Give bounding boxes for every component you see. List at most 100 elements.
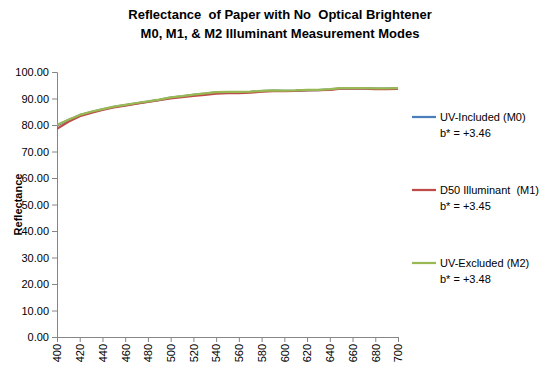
x-tick-label: 440 bbox=[97, 344, 109, 362]
chart: Reflectance of Paper with No Optical Bri… bbox=[0, 0, 558, 370]
x-tick-label: 460 bbox=[120, 344, 132, 362]
y-tick-label: 70.00 bbox=[21, 146, 49, 158]
x-tick-label: 500 bbox=[165, 344, 177, 362]
x-tick-mark bbox=[375, 337, 376, 342]
x-tick: 480 bbox=[142, 337, 154, 362]
legend-note: b* = +3.46 bbox=[440, 127, 491, 139]
y-tick-label: 40.00 bbox=[21, 225, 49, 237]
x-tick-mark bbox=[193, 337, 194, 342]
x-tick-label: 680 bbox=[370, 344, 382, 362]
y-tick: 60.00 bbox=[21, 172, 57, 184]
y-tick-mark bbox=[52, 231, 57, 232]
x-tick: 420 bbox=[74, 337, 86, 362]
x-tick: 640 bbox=[324, 337, 336, 362]
x-tick-mark bbox=[262, 337, 263, 342]
y-tick-label: 50.00 bbox=[21, 199, 49, 211]
y-tick: 100.00 bbox=[15, 66, 57, 78]
x-tick-mark bbox=[239, 337, 240, 342]
x-tick: 700 bbox=[392, 337, 404, 362]
y-tick-mark bbox=[52, 99, 57, 100]
x-tick-mark bbox=[307, 337, 308, 342]
plot-area: 0.00 10.00 20.00 30.00 40.00 50.00 60.00 70.00 8… bbox=[15, 66, 404, 362]
y-tick: 20.00 bbox=[21, 278, 57, 290]
x-tick-label: 420 bbox=[74, 344, 86, 362]
legend-note: b* = +3.48 bbox=[440, 273, 491, 285]
y-tick: 50.00 bbox=[21, 199, 57, 211]
x-tick-mark bbox=[398, 337, 399, 342]
series-line bbox=[57, 88, 398, 128]
x-tick: 560 bbox=[233, 337, 245, 362]
title: Reflectance of Paper with No Optical Bri… bbox=[128, 7, 431, 22]
x-tick-label: 700 bbox=[392, 344, 404, 362]
x-tick: 680 bbox=[370, 337, 382, 362]
x-tick-label: 620 bbox=[301, 344, 313, 362]
y-tick: 10.00 bbox=[21, 305, 57, 317]
x-tick: 600 bbox=[279, 337, 291, 362]
series-line bbox=[57, 88, 398, 125]
series-group bbox=[57, 88, 398, 129]
x-tick: 520 bbox=[188, 337, 200, 362]
x-tick-label: 580 bbox=[256, 344, 268, 362]
x-tick-mark bbox=[125, 337, 126, 342]
x-tick: 400 bbox=[51, 337, 63, 362]
y-tick-mark bbox=[52, 152, 57, 153]
legend-swatch bbox=[412, 262, 436, 264]
x-tick-label: 600 bbox=[279, 344, 291, 362]
x-tick: 580 bbox=[256, 337, 268, 362]
y-axis-line bbox=[52, 73, 58, 338]
x-axis-line bbox=[58, 338, 399, 343]
y-tick-mark bbox=[52, 205, 57, 206]
y-tick-label: 90.00 bbox=[21, 93, 49, 105]
y-tick: 30.00 bbox=[21, 252, 57, 264]
x-tick-label: 560 bbox=[233, 344, 245, 362]
x-tick-mark bbox=[216, 337, 217, 342]
y-tick: 0.00 bbox=[28, 331, 57, 343]
y-tick-label: 0.00 bbox=[28, 331, 49, 343]
y-tick: 90.00 bbox=[21, 93, 57, 105]
y-tick: 70.00 bbox=[21, 146, 57, 158]
x-tick: 540 bbox=[210, 337, 222, 362]
y-tick-mark bbox=[52, 284, 57, 285]
y-tick-mark bbox=[52, 311, 57, 312]
legend-label: D50 Illuminant (M1) bbox=[440, 184, 539, 196]
y-tick-mark bbox=[52, 72, 57, 73]
x-tick-mark bbox=[353, 337, 354, 342]
x-tick-label: 480 bbox=[142, 344, 154, 362]
y-tick-label: 80.00 bbox=[21, 119, 49, 131]
x-tick-label: 640 bbox=[324, 344, 336, 362]
x-tick: 660 bbox=[347, 337, 359, 362]
x-tick: 440 bbox=[97, 337, 109, 362]
x-tick-mark bbox=[80, 337, 81, 342]
y-tick-mark bbox=[52, 125, 57, 126]
y-tick-mark bbox=[52, 178, 57, 179]
y-tick-mark bbox=[52, 337, 57, 338]
x-tick-label: 540 bbox=[210, 344, 222, 362]
legend-label: UV-Excluded (M2) bbox=[440, 257, 529, 269]
x-tick-mark bbox=[330, 337, 331, 342]
x-axis: 400 420 440 460 480 500 520 540 560 580 600 620 640 6… bbox=[51, 337, 404, 362]
x-tick-mark bbox=[148, 337, 149, 342]
y-axis-title: Reflectance bbox=[12, 174, 24, 236]
y-tick-label: 10.00 bbox=[21, 305, 49, 317]
y-tick-mark bbox=[52, 258, 57, 259]
x-tick: 500 bbox=[165, 337, 177, 362]
x-tick: 460 bbox=[120, 337, 132, 362]
legend: UV-Included (M0) b* = +3.46 D50 Illuminant… bbox=[412, 111, 539, 285]
legend-note: b* = +3.45 bbox=[440, 200, 491, 212]
legend-swatch bbox=[412, 189, 436, 191]
y-tick: 80.00 bbox=[21, 119, 57, 131]
y-tick-label: 30.00 bbox=[21, 252, 49, 264]
legend-swatch bbox=[412, 116, 436, 118]
y-tick: 40.00 bbox=[21, 225, 57, 237]
x-tick-mark bbox=[171, 337, 172, 342]
x-tick: 620 bbox=[301, 337, 313, 362]
x-tick-mark bbox=[102, 337, 103, 342]
legend-label: UV-Included (M0) bbox=[440, 111, 526, 123]
x-tick-label: 400 bbox=[51, 344, 63, 362]
y-tick-label: 20.00 bbox=[21, 278, 49, 290]
x-tick-label: 660 bbox=[347, 344, 359, 362]
subtitle: M0, M1, & M2 Illuminant Measurement Mode… bbox=[141, 26, 420, 41]
y-tick-label: 100.00 bbox=[15, 66, 49, 78]
x-tick-mark bbox=[57, 337, 58, 342]
y-tick-label: 60.00 bbox=[21, 172, 49, 184]
